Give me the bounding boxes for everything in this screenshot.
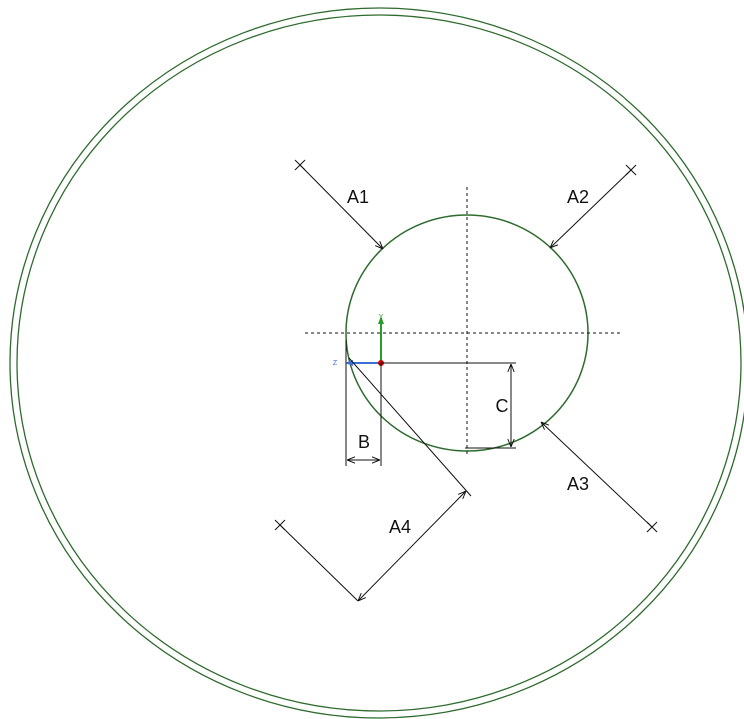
dim-label: A3 xyxy=(567,474,589,494)
dim-arrow xyxy=(358,491,466,601)
y-label: Y xyxy=(379,314,384,321)
dim-label: C xyxy=(496,396,509,416)
extension xyxy=(279,524,359,602)
tangent xyxy=(348,357,472,497)
dim-label: A2 xyxy=(567,187,589,207)
dim-label: B xyxy=(358,432,370,452)
z-arrow xyxy=(345,360,353,366)
leader xyxy=(550,169,632,248)
dim-label: A1 xyxy=(347,187,369,207)
dim-label: A4 xyxy=(389,517,411,537)
z-label: Z xyxy=(333,360,338,367)
leader xyxy=(541,422,653,528)
outer-ring-inner xyxy=(16,14,742,712)
leader xyxy=(299,164,383,249)
outer-ring xyxy=(9,7,744,719)
y-arrow xyxy=(378,316,384,324)
